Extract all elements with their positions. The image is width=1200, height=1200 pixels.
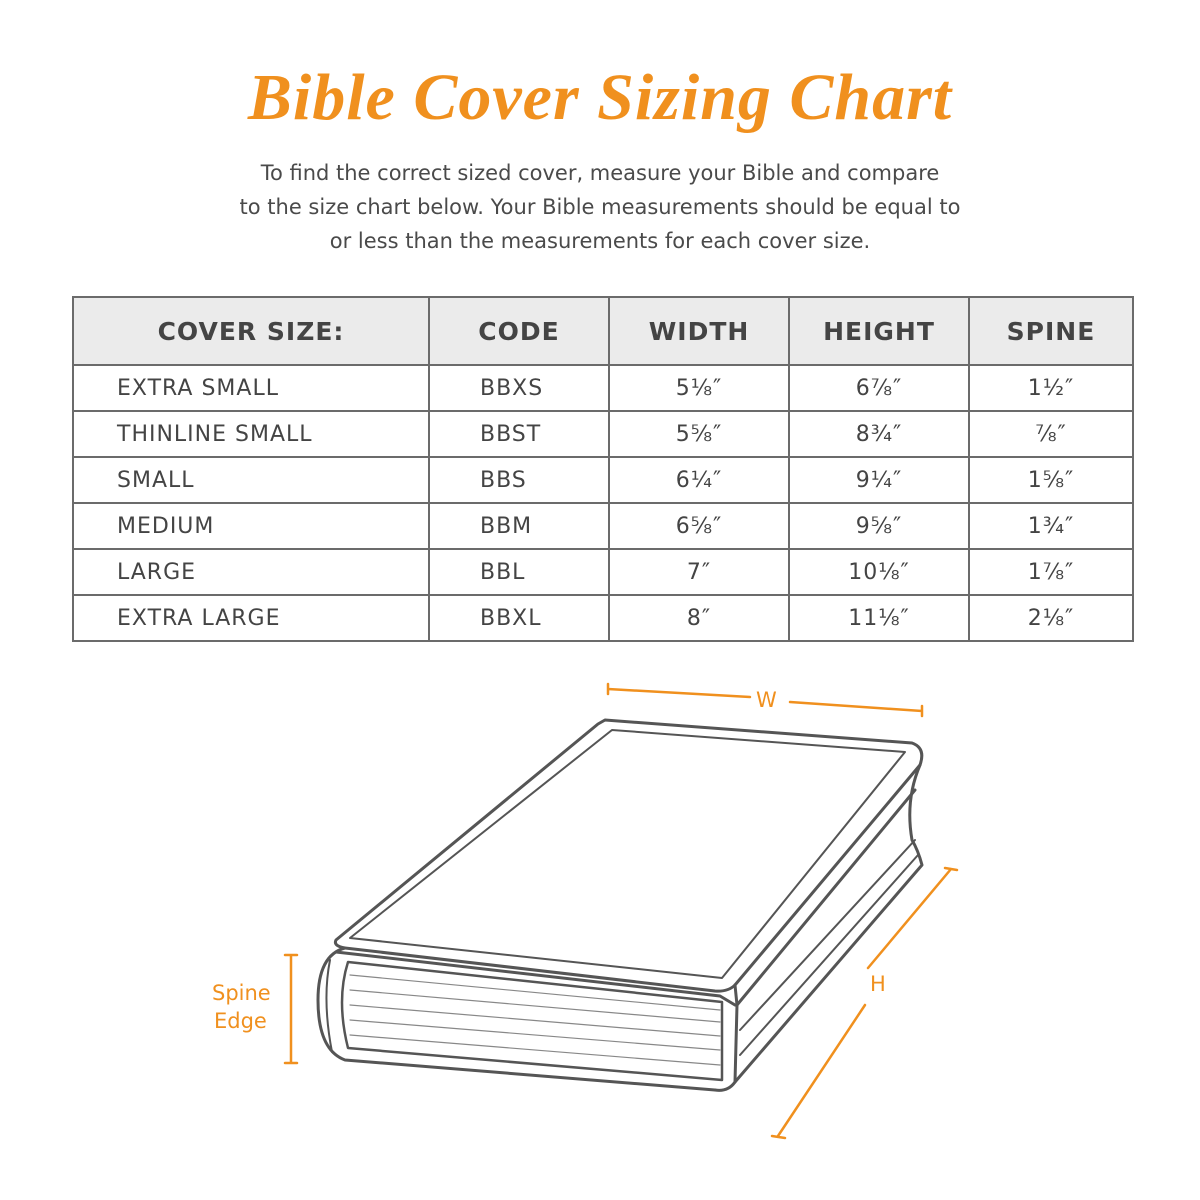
intro-line: or less than the measurements for each c…: [329, 229, 871, 253]
table-row: SMALL BBS 6¼″ 9¼″ 1⅝″: [72, 456, 1134, 504]
spine-label: Spine: [212, 981, 271, 1005]
page-title: Bible Cover Sizing Chart: [247, 61, 953, 134]
header-height: HEIGHT: [788, 296, 970, 366]
cell-spine: 1½″: [968, 364, 1134, 412]
cell-height: 8¾″: [788, 410, 970, 458]
cell-cover-size: THINLINE SMALL: [72, 410, 430, 458]
header-code: CODE: [428, 296, 610, 366]
cell-code: BBM: [428, 502, 610, 550]
cell-spine: 2⅛″: [968, 594, 1134, 642]
cell-height: 10⅛″: [788, 548, 970, 596]
sizing-table: COVER SIZE: CODE WIDTH HEIGHT SPINE EXTR…: [72, 296, 1134, 642]
table-row: MEDIUM BBM 6⅝″ 9⅝″ 1¾″: [72, 502, 1134, 550]
cell-spine: 1¾″: [968, 502, 1134, 550]
table-row: THINLINE SMALL BBST 5⅝″ 8¾″ ⅞″: [72, 410, 1134, 458]
cell-code: BBXL: [428, 594, 610, 642]
dimension-lines: [283, 682, 959, 1140]
intro-text: To find the correct sized cover, measure…: [150, 156, 1050, 258]
cell-spine: 1⅝″: [968, 456, 1134, 504]
table-row: EXTRA LARGE BBXL 8″ 11⅛″ 2⅛″: [72, 594, 1134, 642]
cell-code: BBXS: [428, 364, 610, 412]
width-label: W: [756, 688, 777, 712]
width-line-left: [606, 682, 752, 699]
cell-height: 9¼″: [788, 456, 970, 504]
height-label: H: [870, 972, 886, 996]
header-width: WIDTH: [608, 296, 790, 366]
header-cover-size: COVER SIZE:: [72, 296, 430, 366]
cell-spine: ⅞″: [968, 410, 1134, 458]
intro-line: To find the correct sized cover, measure…: [260, 161, 940, 185]
cell-cover-size: EXTRA LARGE: [72, 594, 430, 642]
table-row: LARGE BBL 7″ 10⅛″ 1⅞″: [72, 548, 1134, 596]
table-row: EXTRA SMALL BBXS 5⅛″ 6⅞″ 1½″: [72, 364, 1134, 412]
cell-code: BBST: [428, 410, 610, 458]
cell-width: 7″: [608, 548, 790, 596]
table-header-row: COVER SIZE: CODE WIDTH HEIGHT SPINE: [72, 296, 1134, 366]
cell-width: 5⅛″: [608, 364, 790, 412]
cell-height: 6⅞″: [788, 364, 970, 412]
cell-width: 6¼″: [608, 456, 790, 504]
height-line-bottom: [770, 1003, 867, 1140]
cell-spine: 1⅞″: [968, 548, 1134, 596]
cell-cover-size: EXTRA SMALL: [72, 364, 430, 412]
height-line-top: [866, 866, 959, 970]
width-line-right: [788, 700, 924, 718]
cell-cover-size: MEDIUM: [72, 502, 430, 550]
intro-line: to the size chart below. Your Bible meas…: [239, 195, 961, 219]
cell-height: 9⅝″: [788, 502, 970, 550]
cell-code: BBL: [428, 548, 610, 596]
cell-width: 6⅝″: [608, 502, 790, 550]
cell-width: 8″: [608, 594, 790, 642]
edge-label: Edge: [214, 1009, 267, 1033]
cell-cover-size: SMALL: [72, 456, 430, 504]
cell-height: 11⅛″: [788, 594, 970, 642]
cell-width: 5⅝″: [608, 410, 790, 458]
header-spine: SPINE: [968, 296, 1134, 366]
book-illustration: [316, 718, 924, 1092]
spine-line: [283, 953, 299, 1065]
cell-cover-size: LARGE: [72, 548, 430, 596]
cell-code: BBS: [428, 456, 610, 504]
